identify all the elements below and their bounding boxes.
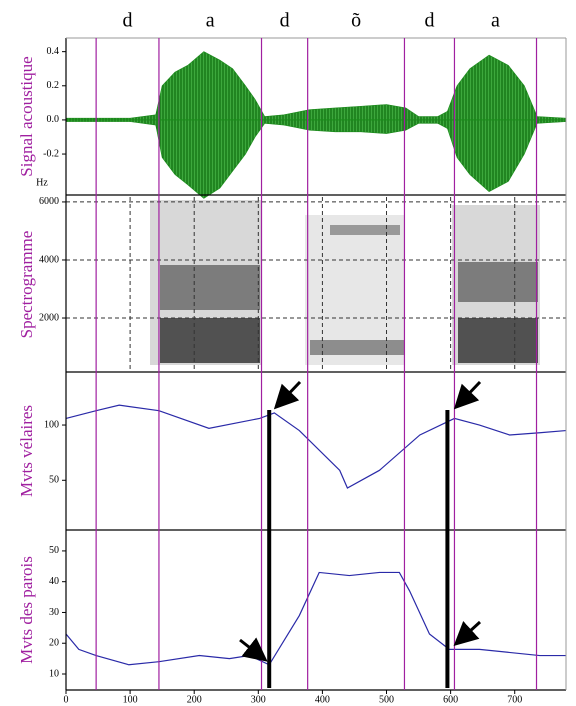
x-tick-label: 300: [251, 694, 266, 705]
arrow: [239, 637, 268, 662]
y-tick-label: 100: [44, 419, 59, 430]
y-axis-label: Spectrogramme: [17, 231, 36, 339]
y-tick-label: 0.2: [47, 80, 60, 91]
y-tick-label: 50: [49, 545, 59, 556]
y-axis-label: Mvts vélaires: [17, 405, 36, 497]
x-tick-label: 200: [187, 694, 202, 705]
y-tick-label: 0.4: [47, 46, 60, 57]
y-tick-label: 4000: [39, 254, 59, 265]
y-tick-label: 30: [49, 607, 59, 618]
segment-label: a: [491, 10, 500, 32]
arrow: [453, 380, 482, 410]
spectrogram-image: [150, 200, 540, 365]
y-axis-label: Mvts des parois: [17, 556, 36, 664]
segment-label: d: [424, 10, 434, 32]
line: [65, 404, 567, 489]
segment-label: d: [280, 10, 290, 32]
y-tick-label: 0.0: [47, 114, 60, 125]
segment-label: a: [206, 10, 215, 32]
x-tick-label: 500: [379, 694, 394, 705]
arrow: [453, 620, 482, 647]
y-tick-label: 10: [49, 668, 59, 679]
y-tick-label: 2000: [39, 312, 59, 323]
arrow: [273, 380, 302, 410]
x-tick-label: 400: [315, 694, 330, 705]
arrows: [239, 380, 482, 662]
plot-area: Signal acoustique 0.4 0.2 0.0 -0.2 Hz Spectrog…: [17, 10, 567, 705]
line: [65, 571, 566, 666]
y-tick-label: -0.2: [43, 148, 59, 159]
x-tick-label: 600: [443, 694, 458, 705]
segment-label: d: [123, 10, 133, 32]
y-axis-label: Signal acoustique: [17, 56, 36, 176]
x-tick-label: 700: [507, 694, 522, 705]
unit-label: Hz: [36, 177, 48, 188]
waveform-envelope: [65, 51, 567, 121]
x-tick-label: 0: [64, 694, 69, 705]
x-tick-label: 100: [123, 694, 138, 705]
waveform-envelope: [65, 119, 567, 199]
y-tick-label: 20: [49, 638, 59, 649]
y-tick-label: 40: [49, 576, 59, 587]
segment-label: õ: [351, 10, 361, 32]
y-tick-label: 6000: [39, 196, 59, 207]
y-tick-label: 50: [49, 475, 59, 486]
